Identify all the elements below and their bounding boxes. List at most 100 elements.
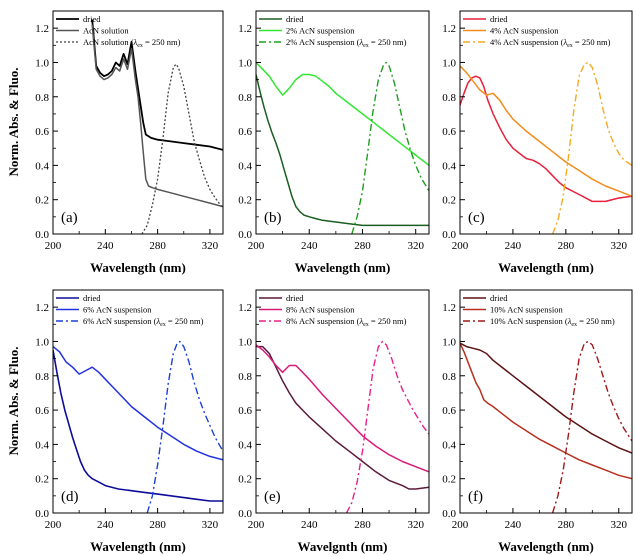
y-tick-label: 0.0 <box>35 508 49 520</box>
y-tick-label: 0.6 <box>238 405 252 417</box>
y-tick-label: 0.6 <box>35 405 49 417</box>
x-tick-label: 200 <box>45 519 62 531</box>
y-tick-label: 0.8 <box>35 92 49 104</box>
x-axis-title: Wavelgnth (nm) <box>298 539 388 554</box>
x-tick-label: 320 <box>407 519 424 531</box>
y-tick-label: 1.0 <box>238 57 252 69</box>
series-line-2 <box>256 61 429 166</box>
x-tick-label: 240 <box>301 519 318 531</box>
legend-label: dried <box>490 14 508 24</box>
x-axis-title: Wavelength (nm) <box>295 260 391 275</box>
y-tick-label: 0.0 <box>442 508 456 520</box>
x-tick-label: 280 <box>149 519 166 531</box>
plot-frame <box>459 10 633 235</box>
legend-label: 8% AcN suspension (λex = 250 nm) <box>286 316 407 328</box>
series-line-2 <box>53 346 223 461</box>
legend-label: 4% AcN suspension (λex = 250 nm) <box>490 37 611 49</box>
y-tick-label: 0.4 <box>35 439 49 451</box>
panel-d: 0.0 0.2 0.4 0.6 0.8 1.0 1.2 200 240 280 320 Wavelen… <box>35 289 224 554</box>
y-tick-label: 1.0 <box>442 336 456 348</box>
x-tick-label: 280 <box>558 240 575 252</box>
legend-label: dried <box>490 293 508 303</box>
y-tick-label: 1.2 <box>238 302 252 314</box>
legend-label: AcN solution (λex = 250 nm) <box>83 37 181 49</box>
legend-label: dried <box>83 14 101 24</box>
y-tick-label: 0.6 <box>442 405 456 417</box>
y-tick-label: 0.6 <box>238 126 252 138</box>
x-tick-label: 240 <box>97 519 114 531</box>
x-axis-title: Wavelength (nm) <box>90 539 186 554</box>
y-tick-label: 0.2 <box>35 195 49 207</box>
series-line-3 <box>351 61 429 234</box>
panel-label: (d) <box>61 489 79 505</box>
x-tick-label: 200 <box>45 240 62 252</box>
x-tick-label: 320 <box>202 519 219 531</box>
legend-label: 2% AcN suspension <box>286 26 355 36</box>
legend-label: 2% AcN suspension (λex = 250 nm) <box>286 37 407 49</box>
y-tick-label: 1.0 <box>35 336 49 348</box>
x-tick-label: 200 <box>248 519 265 531</box>
series-line-1 <box>256 345 429 490</box>
series-line-1 <box>256 74 429 227</box>
legend-label: 6% AcN suspension <box>83 305 152 315</box>
series-line-1 <box>53 349 223 502</box>
panel-label: (a) <box>61 210 78 226</box>
x-tick-label: 320 <box>611 240 628 252</box>
series-line-1 <box>91 19 223 151</box>
panel-label: (f) <box>468 489 483 505</box>
y-tick-label: 1.0 <box>442 57 456 69</box>
x-axis-title: Wavelength (nm) <box>498 539 594 554</box>
panel-c: 0.0 0.2 0.4 0.6 0.8 1.0 1.2 200 240 280 320 Wavelen… <box>442 10 633 275</box>
y-tick-label: 1.2 <box>35 302 49 314</box>
y-tick-label: 0.4 <box>238 160 252 172</box>
x-tick-label: 240 <box>97 240 114 252</box>
panel-a: 0.0 0.2 0.4 0.6 0.8 1.0 1.2 200 240 280 320 Wavelen… <box>35 10 224 275</box>
x-tick-label: 200 <box>452 519 469 531</box>
series-line-3 <box>551 340 632 513</box>
plot-frame <box>459 289 633 514</box>
y-tick-label: 0.8 <box>442 371 456 383</box>
y-tick-label: 1.2 <box>442 302 456 314</box>
y-tick-label: 1.0 <box>238 336 252 348</box>
x-tick-label: 280 <box>354 240 371 252</box>
plot-frame <box>52 289 224 514</box>
series-line-3 <box>345 340 429 513</box>
panel-label: (c) <box>468 210 485 226</box>
series-line-1 <box>460 342 632 454</box>
x-tick-label: 240 <box>505 240 522 252</box>
plot-frame <box>255 289 430 514</box>
y-tick-label: 0.2 <box>238 195 252 207</box>
x-tick-label: 200 <box>248 240 265 252</box>
y-tick-label: 1.2 <box>442 23 456 35</box>
y-tick-label: 0.2 <box>442 195 456 207</box>
legend-label: dried <box>83 293 101 303</box>
x-tick-label: 280 <box>354 519 371 531</box>
plot-frame <box>255 10 430 235</box>
legend-label: 10% AcN suspension <box>490 305 563 315</box>
series-line-3 <box>141 63 223 234</box>
y-tick-label: 0.4 <box>442 160 456 172</box>
y-tick-label: 0.8 <box>238 92 252 104</box>
series-line-1 <box>460 75 632 203</box>
y-tick-label: 1.2 <box>35 23 49 35</box>
y-axis-title-row-1: Norm. Abs. & Fluo. <box>6 67 21 176</box>
panel-label: (b) <box>264 210 282 226</box>
y-tick-label: 0.4 <box>238 439 252 451</box>
panel-e: 0.0 0.2 0.4 0.6 0.8 1.0 1.2 200 240 280 320 Wavelgn… <box>238 289 430 554</box>
series-line-3 <box>551 61 632 234</box>
y-tick-label: 0.4 <box>35 160 49 172</box>
y-tick-label: 0.0 <box>442 229 456 241</box>
plot-frame <box>52 10 224 235</box>
legend-label: AcN solution <box>83 26 129 36</box>
y-tick-label: 0.4 <box>442 439 456 451</box>
x-tick-label: 240 <box>301 240 318 252</box>
y-tick-label: 0.0 <box>35 229 49 241</box>
y-tick-label: 1.2 <box>238 23 252 35</box>
series-line-2 <box>460 342 632 480</box>
y-tick-label: 0.2 <box>35 474 49 486</box>
